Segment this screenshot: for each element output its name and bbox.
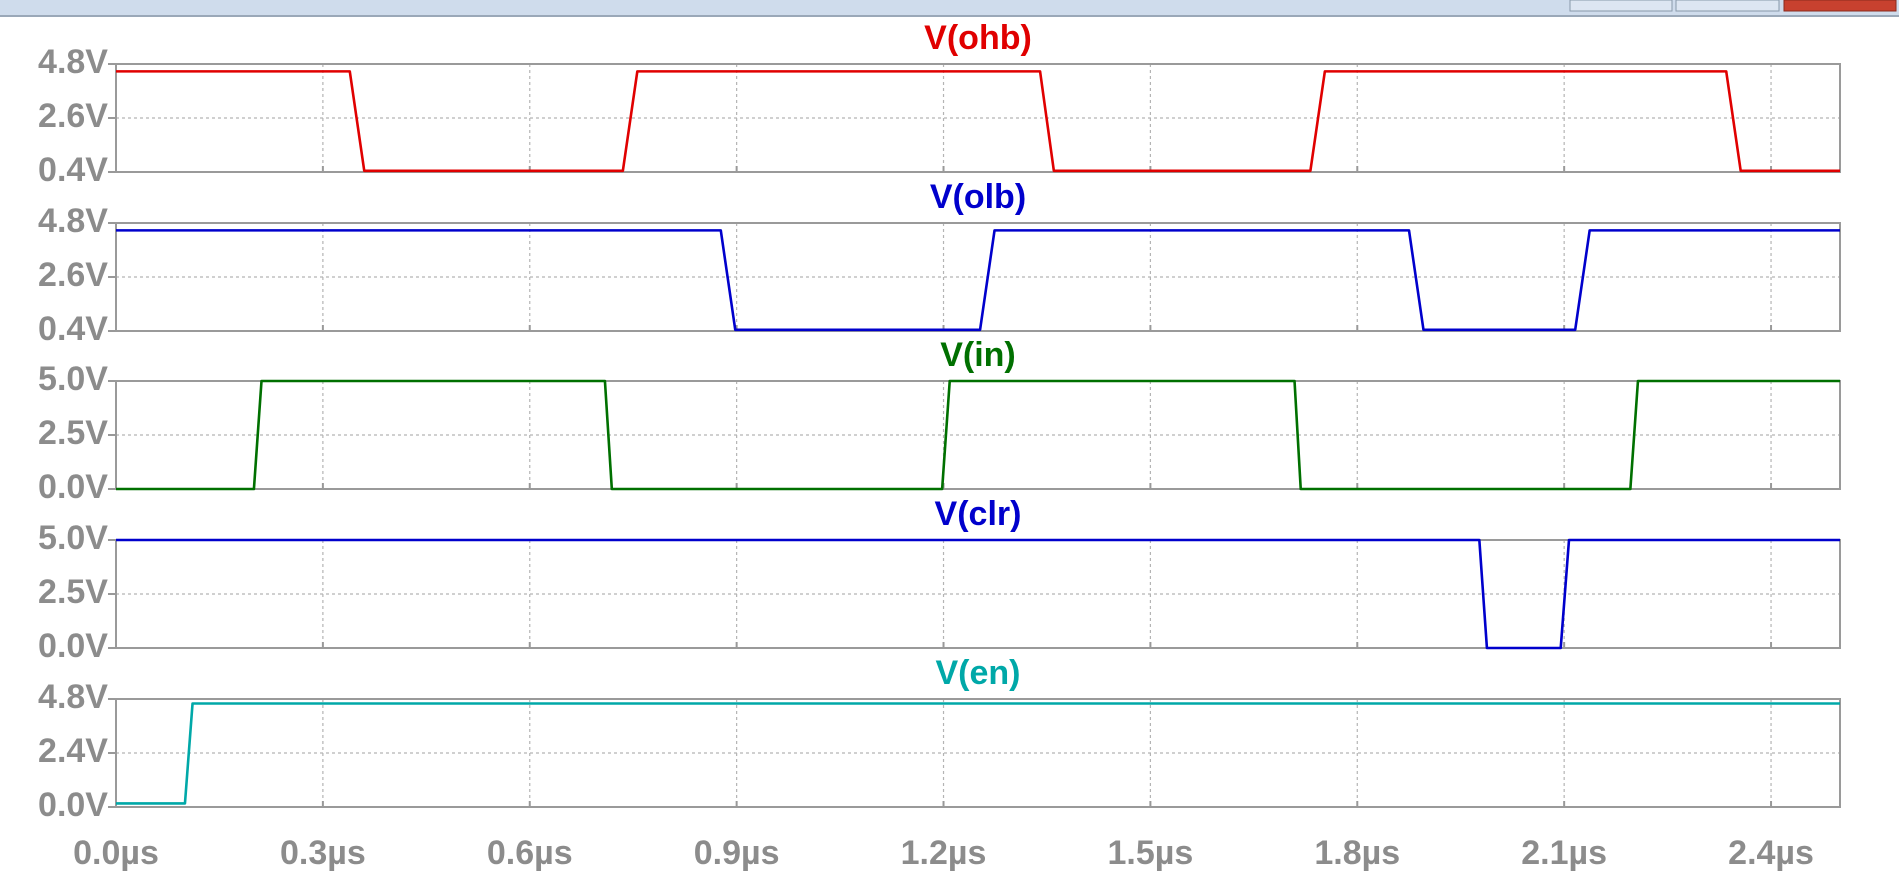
window-border: [0, 15, 1899, 17]
plot-frame: [115, 698, 1841, 808]
y-tick-label: 0.4V: [38, 151, 108, 189]
y-tick-label: 2.5V: [38, 573, 108, 611]
x-tick-label: 0.0µs: [73, 834, 159, 872]
y-tick-label: 5.0V: [38, 360, 108, 398]
x-tick-label: 2.1µs: [1521, 834, 1607, 872]
y-tick-label: 4.8V: [38, 43, 108, 81]
x-tick-label: 1.8µs: [1314, 834, 1400, 872]
panel-title: V(in): [940, 336, 1016, 374]
waveform: [116, 379, 1840, 491]
plot-frame: [115, 63, 1841, 173]
window-title-bar: [0, 0, 1899, 15]
y-tick-label: 4.8V: [38, 202, 108, 240]
y-tick-label: 5.0V: [38, 519, 108, 557]
maximize-button[interactable]: [1675, 0, 1780, 12]
waveform: [116, 229, 1840, 332]
x-tick-label: 0.6µs: [487, 834, 573, 872]
y-tick-label: 2.4V: [38, 732, 108, 770]
panel-title: V(clr): [935, 495, 1022, 533]
minimize-button[interactable]: [1569, 0, 1673, 12]
y-tick-label: 0.0V: [38, 627, 108, 665]
x-tick-label: 1.5µs: [1108, 834, 1194, 872]
y-tick-label: 2.6V: [38, 97, 108, 135]
y-tick-label: 2.6V: [38, 256, 108, 294]
panel-title: V(olb): [930, 178, 1026, 216]
y-tick-label: 4.8V: [38, 678, 108, 716]
waveform: [116, 70, 1840, 173]
y-tick-label: 0.4V: [38, 310, 108, 348]
waveform: [116, 702, 1840, 805]
x-tick-label: 0.3µs: [280, 834, 366, 872]
x-tick-label: 1.2µs: [901, 834, 987, 872]
waveform: [116, 538, 1840, 650]
y-tick-label: 0.0V: [38, 468, 108, 506]
y-tick-label: 0.0V: [38, 786, 108, 824]
x-tick-label: 2.4µs: [1728, 834, 1814, 872]
close-button[interactable]: [1783, 0, 1897, 12]
x-tick-label: 0.9µs: [694, 834, 780, 872]
y-tick-label: 2.5V: [38, 414, 108, 452]
panel-title: V(en): [936, 654, 1021, 692]
panel-title: V(ohb): [924, 19, 1032, 57]
